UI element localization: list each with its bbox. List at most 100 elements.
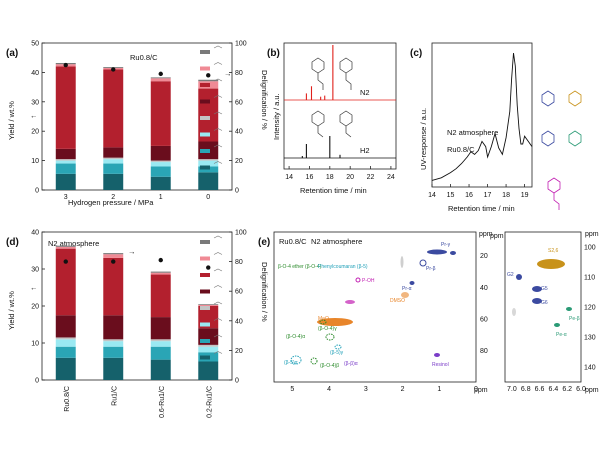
hsqc-peak-label: G2 [507,272,514,278]
hsqc-peak-label: (β-O-4)β [320,363,339,369]
y-tick-label: 80 [480,348,488,355]
bar-segment [55,339,76,347]
panel-e-left-ticks: 5 4 3 2 1 0 20 40 60 80 [290,253,487,393]
bar-segment [55,66,76,149]
legend-swatch [200,322,210,327]
bar-segment [150,271,171,273]
bar-segment [55,246,76,249]
x-tick-label: 2 [401,386,405,393]
panel-d-right-arrow: → [128,247,136,256]
bar-segment [55,346,76,358]
panel-e-right-ticks: 7.0 6.8 6.6 6.4 6.2 6.0 100 110 120 130 140 [507,245,596,394]
bar-segment [150,176,171,190]
legend-swatch [200,355,210,360]
propyl-chain-icon [317,126,324,138]
hsqc-peak-label: (β-β)α [344,361,358,367]
hsqc-peak-label: Pe-β [569,316,580,322]
x-tick-label: 16 [465,192,473,199]
hsqc-peak-label: DMSO [390,298,405,304]
y-tick-label: 140 [584,365,596,372]
panel-e-right-frame [504,231,582,383]
monomer-sketch-icon [213,301,223,305]
panel-e-label: (e) [258,237,270,248]
hsqc-peak-label: Pr-γ [441,242,451,248]
panel-c-structure-icons [541,90,582,210]
ferulate-monomer-icon [568,130,582,147]
bar-segment [103,157,124,160]
bar-segment [103,254,124,258]
x-tick-label: 2 [111,194,115,201]
monomer-sketch-icon [213,318,223,321]
hsqc-peak-label: G5 [541,286,548,292]
y2-tick-label: 40 [235,129,243,136]
bar-segment [150,160,171,163]
bar-segment [55,163,76,174]
hydroxyphenyl-monomer-icon [547,177,561,194]
panel-b-xticks: 14 16 18 20 22 24 [285,166,395,181]
monomer-sketch-icon [213,351,223,354]
y-tick-label: 40 [480,285,488,292]
legend-swatch [200,99,210,104]
y2-tick-label: 0 [235,378,239,385]
x-tick-label: 6.8 [521,386,531,393]
legend-swatch [200,273,210,277]
panel-a-delignification-points [63,62,211,78]
x-tick-label: 22 [367,174,375,181]
panel-c-xticks: 14 15 16 17 18 19 [428,184,529,199]
x-tick-label: 7.0 [507,386,517,393]
panel-a-xlabel: Hydrogen pressure / MPa [68,198,154,207]
panel-a-note: Ru0.8/C [130,53,158,62]
panel-a-bars [55,62,219,190]
panel-d-delignification-points [63,257,211,270]
y2-tick-label: 60 [235,99,243,106]
monomer-sketch-icon [213,111,223,115]
bar-segment [55,148,76,160]
bar-segment [103,315,124,340]
peak-p-oh-gamma [345,300,355,304]
legend-swatch [200,289,210,294]
panel-d-bars [55,245,219,380]
panel-c-note-catalyst: Ru0.8/C [447,145,475,154]
hsqc-peak-label: S2,6 [548,248,559,254]
bar-segment [55,315,76,338]
y-tick-label: 0 [35,188,39,195]
panel-c-note-atmosphere: N2 atmosphere [447,128,498,137]
bar-segment [198,172,219,190]
panel-e-right-peaks [512,259,572,327]
peak-methoxy [317,318,353,326]
delignification-point [111,67,116,72]
hsqc-peak-label: β-O-4 ether (β-O-4) [278,264,322,270]
x-tick-label: 6.4 [548,386,558,393]
peak-pe-alpha [554,323,560,327]
bar-segment [103,341,124,347]
benzene-ring-icon [311,110,325,127]
panel-d-y2ticks: 0 20 40 60 80 100 [229,230,247,385]
bar-segment [103,346,124,358]
bar-segment [55,248,76,316]
hsqc-peak-label: Pr-β [426,266,436,272]
hsqc-peak-label: (β-5)α [284,360,298,366]
bar-segment [103,159,124,164]
panel-e-left-frame [273,231,477,383]
legend-swatch [200,66,210,71]
peak-pe-beta [566,307,572,311]
panel-e-ppm-right-x: ppm [585,387,599,394]
panel-b-frame [283,42,397,170]
bar-segment [55,173,76,190]
bar-segment [150,341,171,347]
panel-c-uv-trace [431,52,533,181]
monomer-sketch-icon [213,128,223,131]
monomer-sketch-icon [213,62,223,65]
x-tick-label: 6.0 [576,386,586,393]
panel-b-series-n2: N2 [360,88,370,97]
y-tick-label: 30 [31,99,39,106]
panel-c-xlabel: Retention time / min [448,204,515,213]
x-tick-label: 16 [306,174,314,181]
y-tick-label: 20 [31,129,39,136]
legend-swatch [200,165,210,170]
bar-segment [150,145,171,161]
panel-a-yticks: 0 10 20 30 40 50 [31,41,45,195]
panel-c-label: (c) [410,48,422,59]
legend-swatch [200,149,210,153]
legend-swatch [200,240,210,244]
